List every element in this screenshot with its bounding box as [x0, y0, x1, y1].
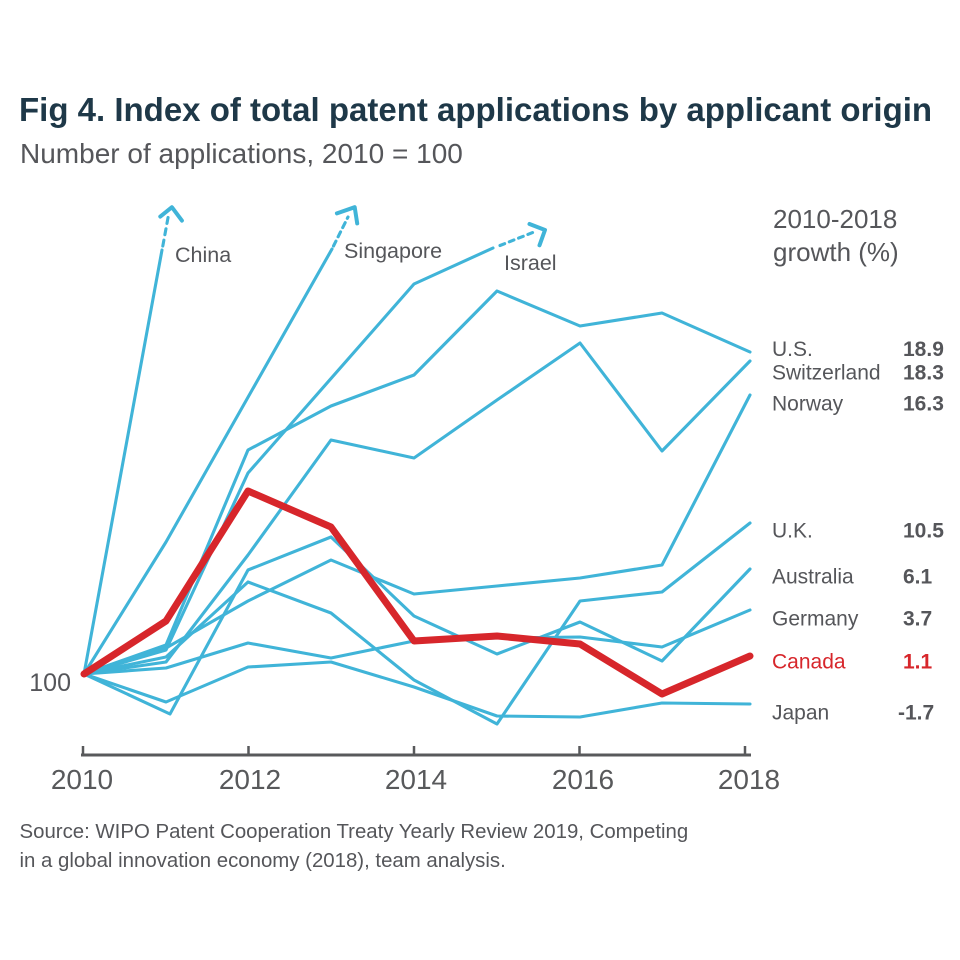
svg-text:China: China	[175, 243, 231, 267]
svg-text:2012: 2012	[219, 764, 281, 795]
svg-text:-1.7: -1.7	[898, 702, 934, 725]
svg-text:16.3: 16.3	[903, 393, 944, 416]
svg-text:U.K.: U.K.	[772, 520, 813, 543]
svg-text:2018: 2018	[718, 764, 780, 795]
svg-text:Australia: Australia	[772, 566, 854, 589]
svg-text:18.9: 18.9	[903, 338, 944, 361]
svg-text:Source: WIPO Patent Cooperatio: Source: WIPO Patent Cooperation Treaty Y…	[20, 821, 689, 843]
svg-text:Germany: Germany	[772, 608, 859, 631]
svg-text:growth (%): growth (%)	[773, 237, 899, 267]
svg-text:10.5: 10.5	[903, 520, 944, 543]
svg-text:6.1: 6.1	[903, 566, 933, 589]
svg-text:Singapore: Singapore	[344, 239, 442, 263]
svg-text:18.3: 18.3	[903, 362, 944, 385]
svg-text:Number of applications, 2010 =: Number of applications, 2010 = 100	[20, 138, 463, 169]
svg-text:Norway: Norway	[772, 393, 844, 416]
svg-text:Switzerland: Switzerland	[772, 362, 881, 385]
svg-text:1.1: 1.1	[903, 651, 933, 674]
svg-text:Canada: Canada	[772, 651, 846, 674]
svg-text:in a global innovation economy: in a global innovation economy (2018), t…	[20, 850, 506, 872]
svg-text:Fig 4. Index of total patent a: Fig 4. Index of total patent application…	[19, 91, 932, 128]
svg-text:2010: 2010	[51, 764, 113, 795]
svg-text:2010-2018: 2010-2018	[773, 204, 897, 234]
svg-text:Israel: Israel	[504, 251, 557, 275]
svg-text:Japan: Japan	[772, 702, 829, 725]
svg-text:2014: 2014	[385, 764, 447, 795]
svg-text:U.S.: U.S.	[772, 338, 813, 361]
svg-text:3.7: 3.7	[903, 608, 932, 631]
svg-text:2016: 2016	[552, 764, 614, 795]
svg-text:100: 100	[29, 669, 71, 697]
